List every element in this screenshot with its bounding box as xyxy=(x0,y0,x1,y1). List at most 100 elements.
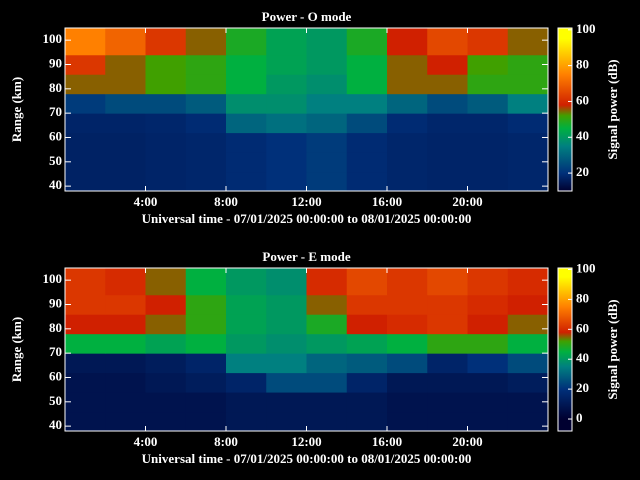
heatmap-cell xyxy=(387,353,428,374)
x-tick-label: 16:00 xyxy=(372,194,402,209)
y-axis-label: Range (km) xyxy=(9,317,24,382)
heatmap-cell xyxy=(105,113,146,134)
heatmap-cell xyxy=(185,314,227,335)
heatmap-cell xyxy=(507,93,549,114)
colorbar-tick-label: 20 xyxy=(576,380,589,395)
heatmap-cell xyxy=(346,314,388,335)
heatmap-cell xyxy=(185,74,227,95)
colorbar-tick-label: 80 xyxy=(576,57,589,72)
heatmap-cell xyxy=(145,93,187,114)
heatmap-cell xyxy=(306,152,348,173)
heatmap-cell xyxy=(266,171,307,192)
heatmap-cell xyxy=(145,268,187,296)
heatmap-cell xyxy=(387,372,428,393)
heatmap-cell xyxy=(145,132,187,153)
heatmap-cell xyxy=(306,372,348,393)
heatmap-cell xyxy=(467,132,509,153)
heatmap-cell xyxy=(507,353,549,374)
heatmap-cell xyxy=(226,113,267,134)
heatmap-cell xyxy=(185,152,227,173)
heatmap-cell xyxy=(185,28,227,56)
heatmap-cell xyxy=(145,74,187,95)
colorbar-tick-label: 60 xyxy=(576,320,589,335)
heatmap-cell xyxy=(387,294,428,315)
y-axis-label: Range (km) xyxy=(9,77,24,142)
heatmap-cell xyxy=(105,132,146,153)
heatmap-cell xyxy=(306,93,348,114)
heatmap-cell xyxy=(387,392,428,413)
heatmap-cell xyxy=(105,54,146,75)
heatmap-cell xyxy=(266,54,307,75)
heatmap-cell xyxy=(346,392,388,413)
heatmap-cell xyxy=(185,113,227,134)
heatmap-cell xyxy=(306,132,348,153)
heatmap-cell xyxy=(65,132,106,153)
heatmap-cell xyxy=(105,74,146,95)
y-tick-label: 90 xyxy=(49,55,62,70)
y-tick-label: 80 xyxy=(49,80,62,95)
heatmap-cell xyxy=(185,294,227,315)
x-tick-label: 4:00 xyxy=(134,194,158,209)
y-tick-label: 90 xyxy=(49,295,62,310)
heatmap-cell xyxy=(266,372,307,393)
heatmap-cell xyxy=(507,314,549,335)
heatmap-cell xyxy=(387,268,428,296)
heatmap-cell xyxy=(266,74,307,95)
heatmap-cell xyxy=(346,333,388,354)
heatmap-cell xyxy=(105,411,146,432)
heatmap-cell xyxy=(145,113,187,134)
heatmap-cell xyxy=(266,132,307,153)
heatmap-cell xyxy=(105,171,146,192)
heatmap-cell xyxy=(185,411,227,432)
x-tick-label: 20:00 xyxy=(452,194,482,209)
colorbar-tick-label: 100 xyxy=(576,260,596,275)
heatmap-cell xyxy=(306,54,348,75)
heatmap-cell xyxy=(226,74,267,95)
colorbar-tick-label: 20 xyxy=(576,164,589,179)
heatmap-cell xyxy=(346,372,388,393)
heatmap-cell xyxy=(266,333,307,354)
x-axis-label: Universal time - 07/01/2025 00:00:00 to … xyxy=(142,451,472,466)
heatmap-cell xyxy=(507,152,549,173)
heatmap-cell xyxy=(427,113,468,134)
heatmap-cell xyxy=(306,28,348,56)
colorbar-label: Signal power (dB) xyxy=(605,299,620,399)
heatmap-cell xyxy=(427,54,468,75)
heatmap-cell xyxy=(346,294,388,315)
heatmap-cell xyxy=(226,152,267,173)
heatmap-cell xyxy=(467,294,509,315)
heatmap-cell xyxy=(65,268,106,296)
heatmap-cell xyxy=(467,392,509,413)
y-tick-label: 60 xyxy=(49,368,62,383)
heatmap-cell xyxy=(185,372,227,393)
heatmap-cell xyxy=(467,74,509,95)
heatmap-cell xyxy=(507,171,549,192)
heatmap-cell xyxy=(387,54,428,75)
heatmap-cell xyxy=(427,268,468,296)
heatmap-cell xyxy=(306,314,348,335)
heatmap-cell xyxy=(427,152,468,173)
y-tick-label: 40 xyxy=(49,417,62,432)
x-tick-label: 12:00 xyxy=(291,194,321,209)
heatmap-cell xyxy=(65,353,106,374)
heatmap-cell xyxy=(266,28,307,56)
x-tick-label: 12:00 xyxy=(291,434,321,449)
colorbar-label: Signal power (dB) xyxy=(605,59,620,159)
y-tick-label: 100 xyxy=(43,271,63,286)
x-tick-label: 4:00 xyxy=(134,434,158,449)
heatmap-cell xyxy=(507,268,549,296)
heatmap-cell xyxy=(105,333,146,354)
heatmap-cell xyxy=(226,314,267,335)
heatmap-cell xyxy=(185,333,227,354)
heatmap-cell xyxy=(65,171,106,192)
heatmap-cell xyxy=(387,411,428,432)
heatmap-cell xyxy=(427,411,468,432)
heatmap-cell xyxy=(266,411,307,432)
heatmap-cell xyxy=(306,294,348,315)
heatmap-cell xyxy=(266,152,307,173)
heatmap-cell xyxy=(306,353,348,374)
heatmap-cell xyxy=(346,113,388,134)
heatmap-cell xyxy=(346,132,388,153)
heatmap-cell xyxy=(387,333,428,354)
heatmap-cell xyxy=(105,152,146,173)
